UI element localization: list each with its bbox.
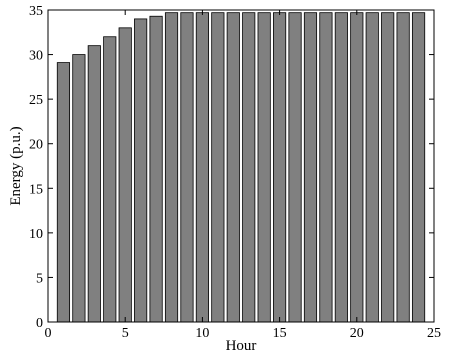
y-tick-label: 20 (29, 138, 43, 153)
y-tick-label: 5 (36, 271, 43, 286)
y-tick-label: 30 (29, 49, 43, 64)
bar-hour-3 (87, 45, 101, 323)
bar-hour-1 (56, 62, 71, 323)
bar-hour-7 (149, 15, 163, 323)
bar-hour-11 (211, 12, 225, 323)
bar-hour-2 (72, 54, 86, 323)
x-tick-label: 10 (195, 326, 209, 341)
bar-hour-6 (134, 18, 148, 323)
y-axis-ticks: 0 5 10 15 20 25 30 35 (29, 4, 434, 331)
x-tick-label: 15 (273, 326, 287, 341)
bar-hour-8 (164, 12, 179, 323)
bar-hour-21 (365, 12, 379, 323)
bar-hour-20 (350, 12, 364, 323)
x-tick-label: 0 (45, 326, 52, 341)
bars-group (56, 12, 426, 323)
bar-hour-15 (273, 12, 287, 323)
bar-hour-23 (396, 12, 410, 323)
y-tick-label: 10 (29, 227, 43, 242)
x-tick-label: 25 (427, 326, 441, 341)
bar-hour-5 (118, 27, 132, 323)
bar-hour-4 (103, 36, 117, 323)
bar-hour-12 (226, 12, 240, 323)
y-axis-label: Energy (p.u.) (8, 126, 24, 205)
x-tick-label: 20 (350, 326, 364, 341)
bar-hour-18 (319, 12, 333, 323)
plot-frame (47, 9, 435, 323)
y-tick-label: 25 (29, 93, 43, 108)
x-axis-ticks: 0 5 10 15 20 25 (45, 10, 441, 341)
bar-hour-14 (257, 12, 271, 323)
y-tick-label: 15 (29, 182, 43, 197)
bar-hour-16 (288, 12, 302, 323)
bar-hour-19 (334, 12, 348, 323)
x-tick-label: 5 (122, 326, 129, 341)
bar-hour-24 (411, 12, 426, 323)
bar-hour-13 (242, 12, 256, 323)
x-axis-label: Hour (226, 338, 257, 354)
y-tick-label: 35 (29, 4, 43, 19)
bar-hour-17 (303, 12, 318, 323)
bar-hour-9 (180, 12, 194, 323)
bar-hour-10 (195, 12, 209, 323)
y-tick-label: 0 (36, 316, 43, 331)
bar-hour-22 (381, 12, 395, 323)
